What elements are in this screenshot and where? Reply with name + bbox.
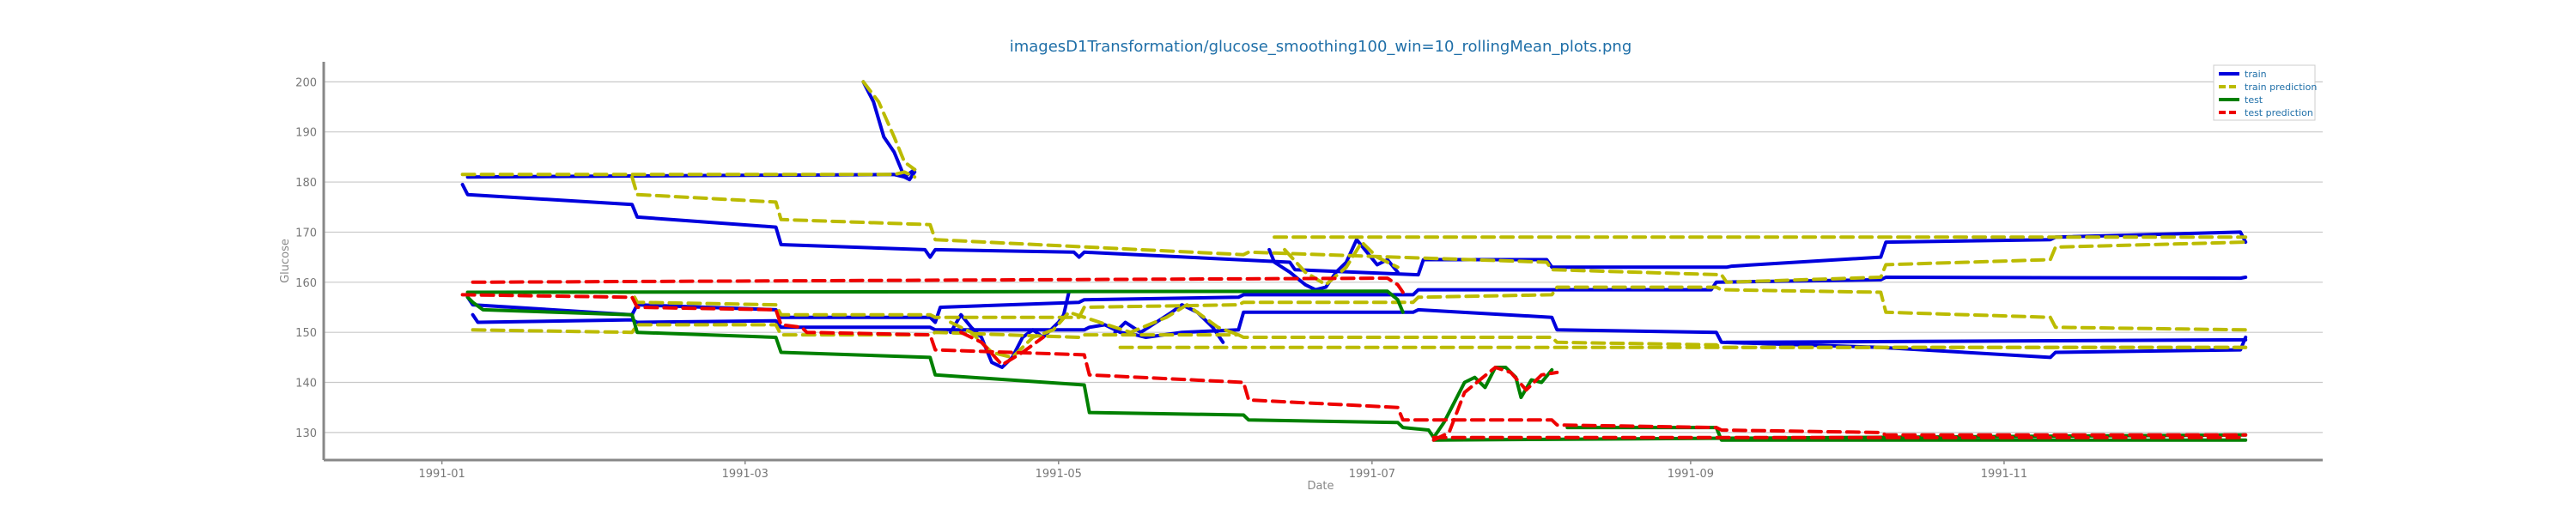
grid-lines <box>324 81 2323 433</box>
x-tick-label: 1991-09 <box>1668 468 1714 481</box>
series-train <box>460 80 2248 369</box>
series-line <box>460 183 2248 277</box>
series-train-prediction <box>460 80 2248 360</box>
series-line <box>471 323 2248 349</box>
y-axis-label: Glucose <box>279 239 292 283</box>
y-tick-label: 200 <box>295 76 317 89</box>
chart-title: imagesD1Transformation/glucose_smoothing… <box>1010 38 1632 56</box>
series-line <box>1113 303 1225 344</box>
x-tick-label: 1991-11 <box>1981 468 2027 481</box>
series-line <box>1267 238 1400 292</box>
x-tick-label: 1991-07 <box>1349 468 1395 481</box>
y-tick-labels: 130 140 150 160 170 180 190 200 <box>295 76 317 440</box>
series-line <box>465 285 2248 332</box>
legend-label: test prediction <box>2245 107 2313 118</box>
x-tick-label: 1991-01 <box>418 468 465 481</box>
y-tick-label: 190 <box>295 127 317 140</box>
x-tick-label: 1991-03 <box>722 468 769 481</box>
series-line <box>1724 337 2248 344</box>
y-tick-label: 140 <box>295 378 317 391</box>
series-line <box>471 307 2248 360</box>
series-test-prediction <box>460 276 2248 442</box>
x-tick-labels: 1991-01 1991-03 1991-05 1991-07 1991-09 1991-… <box>418 460 2027 481</box>
y-tick-label: 170 <box>295 227 317 239</box>
series-line <box>471 276 1405 294</box>
series-line <box>1283 240 1400 287</box>
x-axis-label: Date <box>1307 480 1334 493</box>
series-line <box>861 80 917 182</box>
series-line <box>861 80 917 172</box>
legend-label: test <box>2245 94 2263 106</box>
series-line <box>460 293 2248 437</box>
series-line <box>1431 366 1559 442</box>
x-tick-label: 1991-05 <box>1036 468 1082 481</box>
legend-label: train <box>2245 69 2267 80</box>
y-tick-label: 130 <box>295 427 317 440</box>
series-line <box>959 330 1045 367</box>
series-line <box>460 170 917 179</box>
series-line <box>465 289 1405 314</box>
axes <box>322 62 2323 462</box>
legend-label: train prediction <box>2245 82 2317 93</box>
series-line <box>630 175 2248 284</box>
series-line <box>465 295 1436 439</box>
y-tick-label: 150 <box>295 327 317 340</box>
series-lines <box>460 80 2248 442</box>
y-tick-label: 180 <box>295 177 317 190</box>
y-tick-label: 160 <box>295 277 317 290</box>
